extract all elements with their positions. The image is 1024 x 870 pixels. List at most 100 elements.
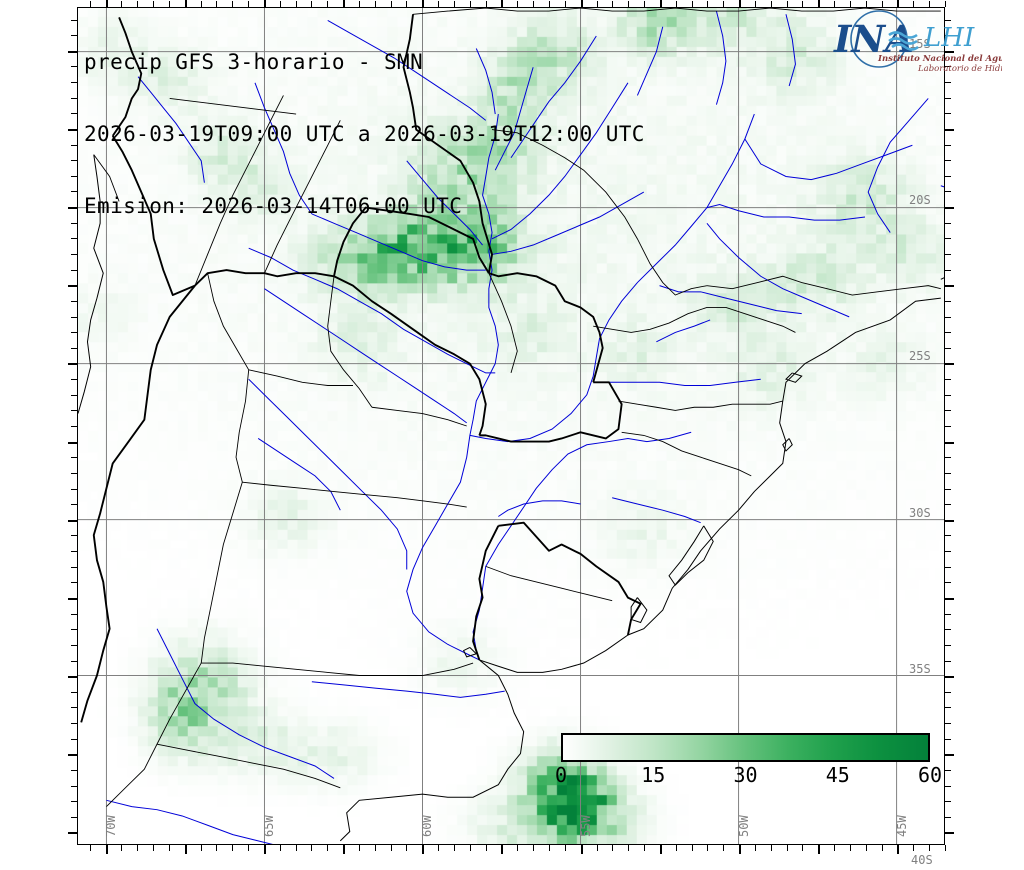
country-border-path-9: [111, 17, 143, 137]
tick-right-lat: [945, 504, 951, 506]
tick-bottom-lon: [485, 845, 487, 851]
province-border-path-6: [327, 276, 373, 408]
tick-right-lat: [945, 363, 954, 366]
tick-top-lon: [137, 1, 139, 7]
tick-top-lon: [168, 1, 170, 7]
tick-top-lon: [770, 1, 772, 7]
tick-top-lon: [913, 1, 915, 7]
tick-left-lat: [71, 769, 77, 771]
tick-top-lon: [754, 1, 756, 7]
river-path-7: [744, 138, 913, 181]
tick-bottom-lon: [200, 845, 202, 851]
rivers-layer: [106, 10, 944, 844]
tick-right-lat: [945, 566, 951, 568]
province-border-path-9: [371, 406, 467, 427]
tick-top-lon: [723, 1, 725, 7]
tick-right-lat: [945, 582, 951, 584]
tick-left-lat: [68, 597, 77, 600]
tick-top-lon: [358, 1, 360, 7]
tick-left-lat: [71, 785, 77, 787]
lat-tick-label-35s: 35S: [909, 662, 931, 677]
country-border-path-2: [479, 381, 623, 443]
tick-bottom-lon: [739, 845, 742, 854]
tick-left-lat: [71, 582, 77, 584]
tick-right-lat: [945, 82, 951, 84]
tick-bottom-lon: [501, 845, 504, 854]
tick-right-lat: [945, 535, 951, 537]
river-path-14: [254, 82, 313, 215]
tick-right-lat: [945, 160, 951, 162]
tick-left-lat: [71, 457, 77, 459]
tick-top-lon: [533, 1, 535, 7]
colorbar-tick-label-60: 60: [917, 763, 943, 787]
tick-top-lon: [865, 1, 867, 7]
tick-left-lat: [71, 410, 77, 412]
tick-right-lat: [945, 644, 951, 646]
tick-right-lat: [945, 66, 951, 68]
tick-right-lat: [945, 113, 951, 115]
tick-bottom-lon: [248, 845, 250, 851]
tick-right-lat: [945, 691, 951, 693]
colorbar-gradient: [561, 733, 930, 762]
province-border-path-1: [491, 129, 708, 296]
lat-tick-label-15s: 15S: [909, 36, 931, 51]
tick-bottom-lon: [834, 845, 836, 851]
tick-left-lat: [68, 285, 77, 288]
tick-bottom-lon: [469, 845, 471, 851]
tick-bottom-lon: [453, 845, 455, 851]
tick-right-lat: [945, 441, 954, 444]
colorbar: 0 15 30 45 60: [555, 733, 942, 789]
tick-top-lon: [453, 1, 455, 7]
tick-right-lat: [945, 738, 951, 740]
tick-top-lon: [549, 1, 550, 7]
tick-left-lat: [68, 754, 77, 757]
tick-top-lon: [580, 0, 583, 7]
river-path-27: [940, 185, 944, 188]
tick-left-lat: [71, 504, 77, 506]
tick-left-lat: [68, 128, 77, 131]
country-border-path-6: [402, 14, 493, 274]
tick-left-lat: [71, 316, 77, 318]
river-path-23: [475, 48, 496, 115]
tick-bottom-lon: [184, 845, 187, 854]
tick-left-lat: [68, 676, 77, 679]
province-border-path-11: [242, 481, 467, 508]
tick-bottom-lon: [612, 845, 614, 851]
river-path-8: [596, 378, 761, 386]
water-waves-icon: [888, 31, 919, 51]
tick-bottom-lon: [802, 845, 804, 851]
tick-top-lon: [485, 1, 487, 7]
tick-top-lon: [802, 1, 804, 7]
river-path-6: [706, 204, 866, 221]
country-border-path-8: [111, 135, 196, 296]
tick-left-lat: [71, 19, 77, 21]
tick-right-lat: [945, 816, 951, 818]
tick-bottom-lon: [818, 845, 821, 854]
tick-left-lat: [71, 35, 77, 37]
tick-bottom-lon: [913, 845, 915, 851]
tick-left-lat: [71, 535, 77, 537]
province-border-path-0: [412, 8, 941, 15]
lhi-subtitle: Laboratorio de Hidrologia: [917, 64, 1002, 74]
tick-right-lat: [945, 316, 951, 318]
coastline-layer: [78, 154, 944, 842]
province-border-path-4: [618, 400, 783, 411]
tick-bottom-lon: [311, 845, 313, 851]
country-border-path-4: [333, 206, 490, 277]
tick-left-lat: [68, 832, 77, 835]
tick-bottom-lon: [754, 845, 756, 851]
map-plot-area[interactable]: [77, 7, 945, 845]
tick-top-lon: [279, 1, 281, 7]
tick-bottom-lon: [438, 845, 440, 851]
tick-left-lat: [71, 394, 77, 396]
tick-bottom-lon: [374, 845, 376, 851]
river-path-13: [491, 191, 645, 255]
coastline-path-5: [630, 597, 648, 624]
colorbar-tick-label-0: 0: [554, 763, 568, 787]
river-path-25: [867, 98, 929, 233]
tick-bottom-lon: [406, 845, 408, 851]
coastline-path-6: [782, 438, 793, 452]
tick-right-lat: [945, 457, 951, 459]
tick-left-lat: [71, 816, 77, 818]
